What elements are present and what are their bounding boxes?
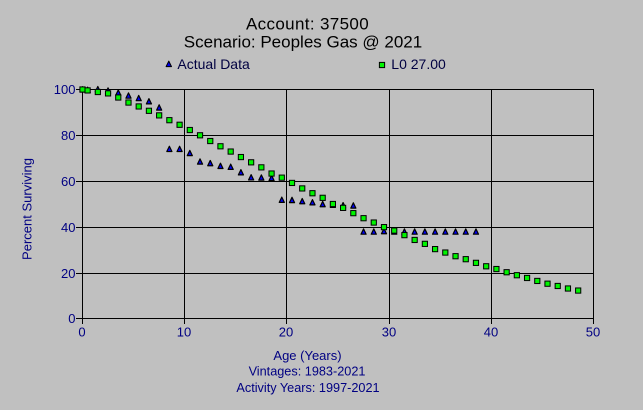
svg-text:L0 27.00: L0 27.00: [391, 56, 446, 72]
svg-text:Activity Years: 1997-2021: Activity Years: 1997-2021: [236, 381, 379, 395]
svg-text:Vintages: 1983-2021: Vintages: 1983-2021: [249, 365, 366, 379]
svg-text:100: 100: [54, 82, 76, 97]
svg-text:50: 50: [586, 325, 600, 340]
svg-text:Scenario: Peoples Gas @ 2021: Scenario: Peoples Gas @ 2021: [184, 32, 422, 51]
svg-text:60: 60: [61, 174, 75, 189]
svg-text:40: 40: [61, 220, 75, 235]
svg-text:10: 10: [177, 325, 191, 340]
svg-text:0: 0: [68, 311, 75, 326]
svg-text:80: 80: [61, 128, 75, 143]
svg-text:40: 40: [484, 325, 498, 340]
svg-text:20: 20: [279, 325, 293, 340]
svg-text:Actual Data: Actual Data: [177, 56, 250, 72]
svg-text:Percent Surviving: Percent Surviving: [20, 158, 35, 260]
svg-text:Account: 37500: Account: 37500: [246, 15, 369, 34]
svg-text:0: 0: [78, 325, 85, 340]
svg-text:20: 20: [61, 266, 75, 281]
svg-text:30: 30: [382, 325, 396, 340]
svg-text:Age (Years): Age (Years): [273, 348, 341, 363]
